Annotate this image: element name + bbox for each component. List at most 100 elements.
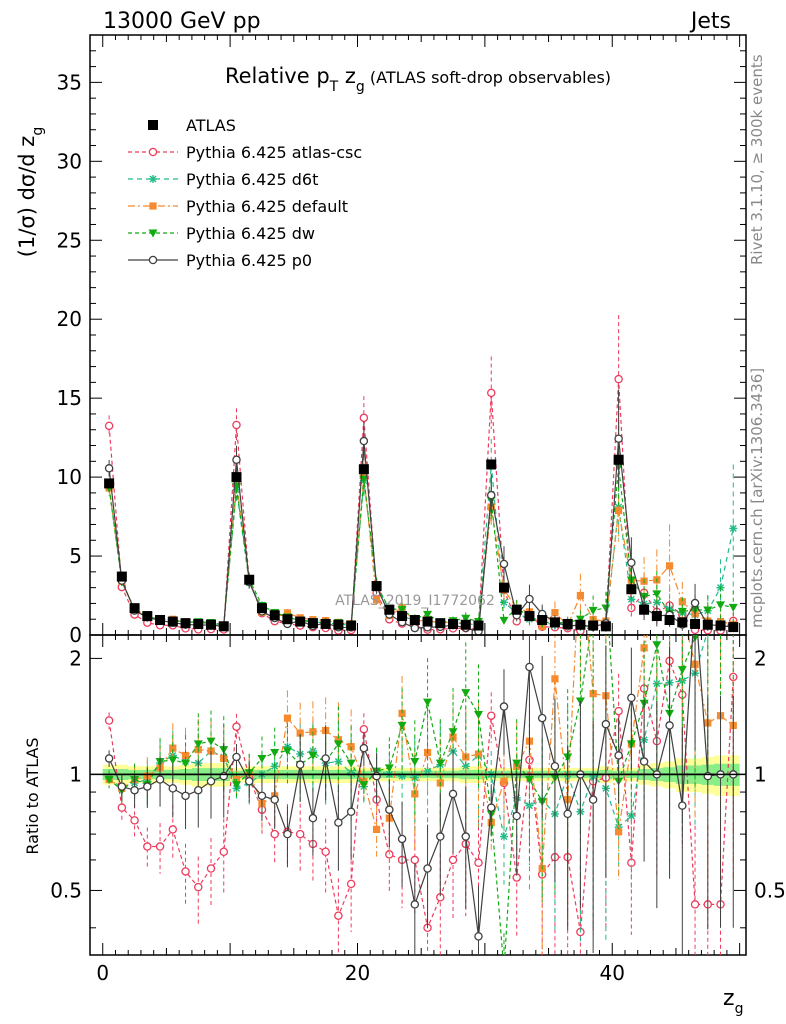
atlas-point bbox=[167, 616, 178, 627]
ratio-data-point bbox=[181, 751, 190, 760]
ratio-data-point bbox=[397, 834, 407, 844]
data-point bbox=[677, 607, 687, 616]
y-tick-label: 25 bbox=[57, 228, 82, 252]
ratio-data-point bbox=[346, 759, 356, 768]
legend-label: Pythia 6.425 default bbox=[186, 197, 348, 216]
legend-entry: Pythia 6.425 atlas-csc bbox=[128, 143, 362, 162]
ratio-data-point bbox=[308, 751, 318, 760]
ratio-data-point bbox=[282, 747, 292, 756]
atlas-point bbox=[269, 610, 280, 621]
ratio-data-point bbox=[168, 784, 178, 793]
ratio-data-point bbox=[474, 932, 483, 941]
ratio-data-point bbox=[563, 809, 572, 819]
legend-marker bbox=[149, 175, 157, 183]
ratio-data-point bbox=[410, 855, 420, 865]
legend-label: Pythia 6.425 dw bbox=[186, 224, 315, 243]
atlas-point bbox=[562, 618, 573, 629]
ratio-data-point bbox=[512, 811, 521, 821]
ratio-y-axis-label: Ratio to ATLAS bbox=[23, 737, 42, 854]
legend-marker bbox=[148, 229, 158, 238]
ratio-data-point bbox=[690, 900, 700, 909]
ratio-data-point bbox=[155, 842, 165, 851]
ratio-plot bbox=[89, 501, 747, 956]
legend-entry: Pythia 6.425 p0 bbox=[128, 251, 312, 270]
ratio-data-point bbox=[372, 771, 381, 781]
ratio-data-point bbox=[384, 764, 394, 773]
atlas-point bbox=[180, 618, 191, 629]
atlas-point bbox=[626, 584, 637, 595]
ratio-data-point bbox=[359, 781, 369, 790]
ratio-data-point bbox=[181, 867, 190, 876]
atlas-point bbox=[651, 611, 662, 622]
ratio-data-point bbox=[500, 777, 508, 785]
data-point bbox=[232, 455, 241, 464]
ratio-data-point bbox=[717, 501, 725, 509]
ratio-data-point bbox=[448, 855, 458, 865]
ratio-y-tick-label-right: 0.5 bbox=[754, 878, 786, 902]
ratio-data-point bbox=[666, 515, 673, 522]
series-0-main bbox=[104, 315, 738, 635]
ratio-data-point bbox=[231, 781, 241, 790]
header-right: Jets bbox=[689, 9, 731, 34]
ratio-data-point bbox=[321, 847, 330, 857]
atlas-point bbox=[142, 611, 153, 622]
ratio-data-point bbox=[677, 666, 687, 675]
ratio-data-point bbox=[423, 698, 433, 707]
ratio-data-point bbox=[398, 709, 406, 717]
ratio-data-point bbox=[232, 722, 241, 731]
atlas-point bbox=[307, 618, 318, 629]
ratio-data-point bbox=[104, 776, 114, 785]
ratio-data-point bbox=[474, 858, 483, 867]
ratio-data-point bbox=[359, 743, 369, 753]
ratio-data-point bbox=[499, 702, 509, 711]
legend-marker bbox=[148, 255, 158, 265]
data-point bbox=[486, 388, 496, 398]
legend-label: ATLAS bbox=[186, 116, 236, 135]
ratio-data-point bbox=[703, 771, 713, 781]
ratio-data-point bbox=[168, 825, 178, 834]
ratio-data-point bbox=[410, 758, 420, 767]
ratio-series-line bbox=[108, 635, 734, 869]
ratio-data-point bbox=[577, 545, 584, 552]
data-point bbox=[728, 603, 738, 612]
ratio-data-point bbox=[295, 760, 305, 769]
data-point bbox=[588, 606, 598, 615]
ratio-y-tick-label: 1 bbox=[69, 762, 82, 786]
atlas-point bbox=[320, 618, 331, 629]
text-layer: 13000 GeV pp Jets ATLAS_2019_I1772062 Ri… bbox=[15, 9, 766, 1017]
atlas-point bbox=[677, 617, 688, 628]
atlas-point bbox=[639, 604, 650, 615]
ratio-series-line bbox=[108, 635, 708, 839]
header-left: 13000 GeV pp bbox=[103, 9, 261, 34]
data-point bbox=[614, 374, 623, 384]
ratio-data-point bbox=[194, 785, 203, 795]
ratio-data-point bbox=[474, 750, 483, 758]
ratio-data-point bbox=[104, 716, 114, 725]
ratio-data-point bbox=[346, 807, 356, 817]
atlas-point bbox=[371, 581, 382, 592]
ratio-data-point bbox=[155, 775, 165, 784]
main-plot bbox=[89, 34, 747, 636]
ratio-data-point bbox=[321, 754, 330, 763]
ratio-data-point bbox=[499, 832, 508, 841]
data-point bbox=[525, 594, 534, 604]
data-point bbox=[104, 464, 114, 473]
atlas-point bbox=[690, 618, 701, 629]
ratio-data-point bbox=[308, 813, 318, 823]
ratio-data-point bbox=[537, 713, 547, 723]
data-point bbox=[232, 420, 241, 430]
atlas-point bbox=[613, 454, 624, 465]
ratio-data-point bbox=[474, 711, 484, 720]
atlas-point bbox=[498, 582, 509, 593]
ratio-data-point bbox=[512, 759, 522, 768]
ratio-data-point bbox=[627, 693, 636, 703]
data-point bbox=[627, 558, 636, 567]
ratio-data-point bbox=[588, 795, 598, 804]
atlas-point bbox=[715, 620, 726, 631]
ratio-y-tick-label: 2 bbox=[69, 646, 82, 670]
ratio-data-point bbox=[206, 737, 216, 746]
ratio-data-point bbox=[486, 711, 496, 720]
ratio-data-point bbox=[117, 782, 127, 791]
data-point bbox=[716, 601, 726, 610]
